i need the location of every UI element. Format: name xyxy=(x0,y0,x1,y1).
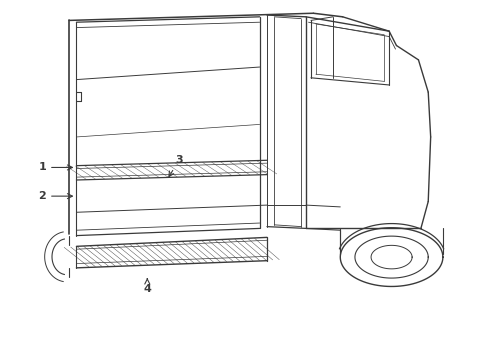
Text: 1: 1 xyxy=(38,162,73,172)
Text: 3: 3 xyxy=(169,155,183,177)
Text: 4: 4 xyxy=(144,279,151,294)
Text: 2: 2 xyxy=(38,191,73,201)
